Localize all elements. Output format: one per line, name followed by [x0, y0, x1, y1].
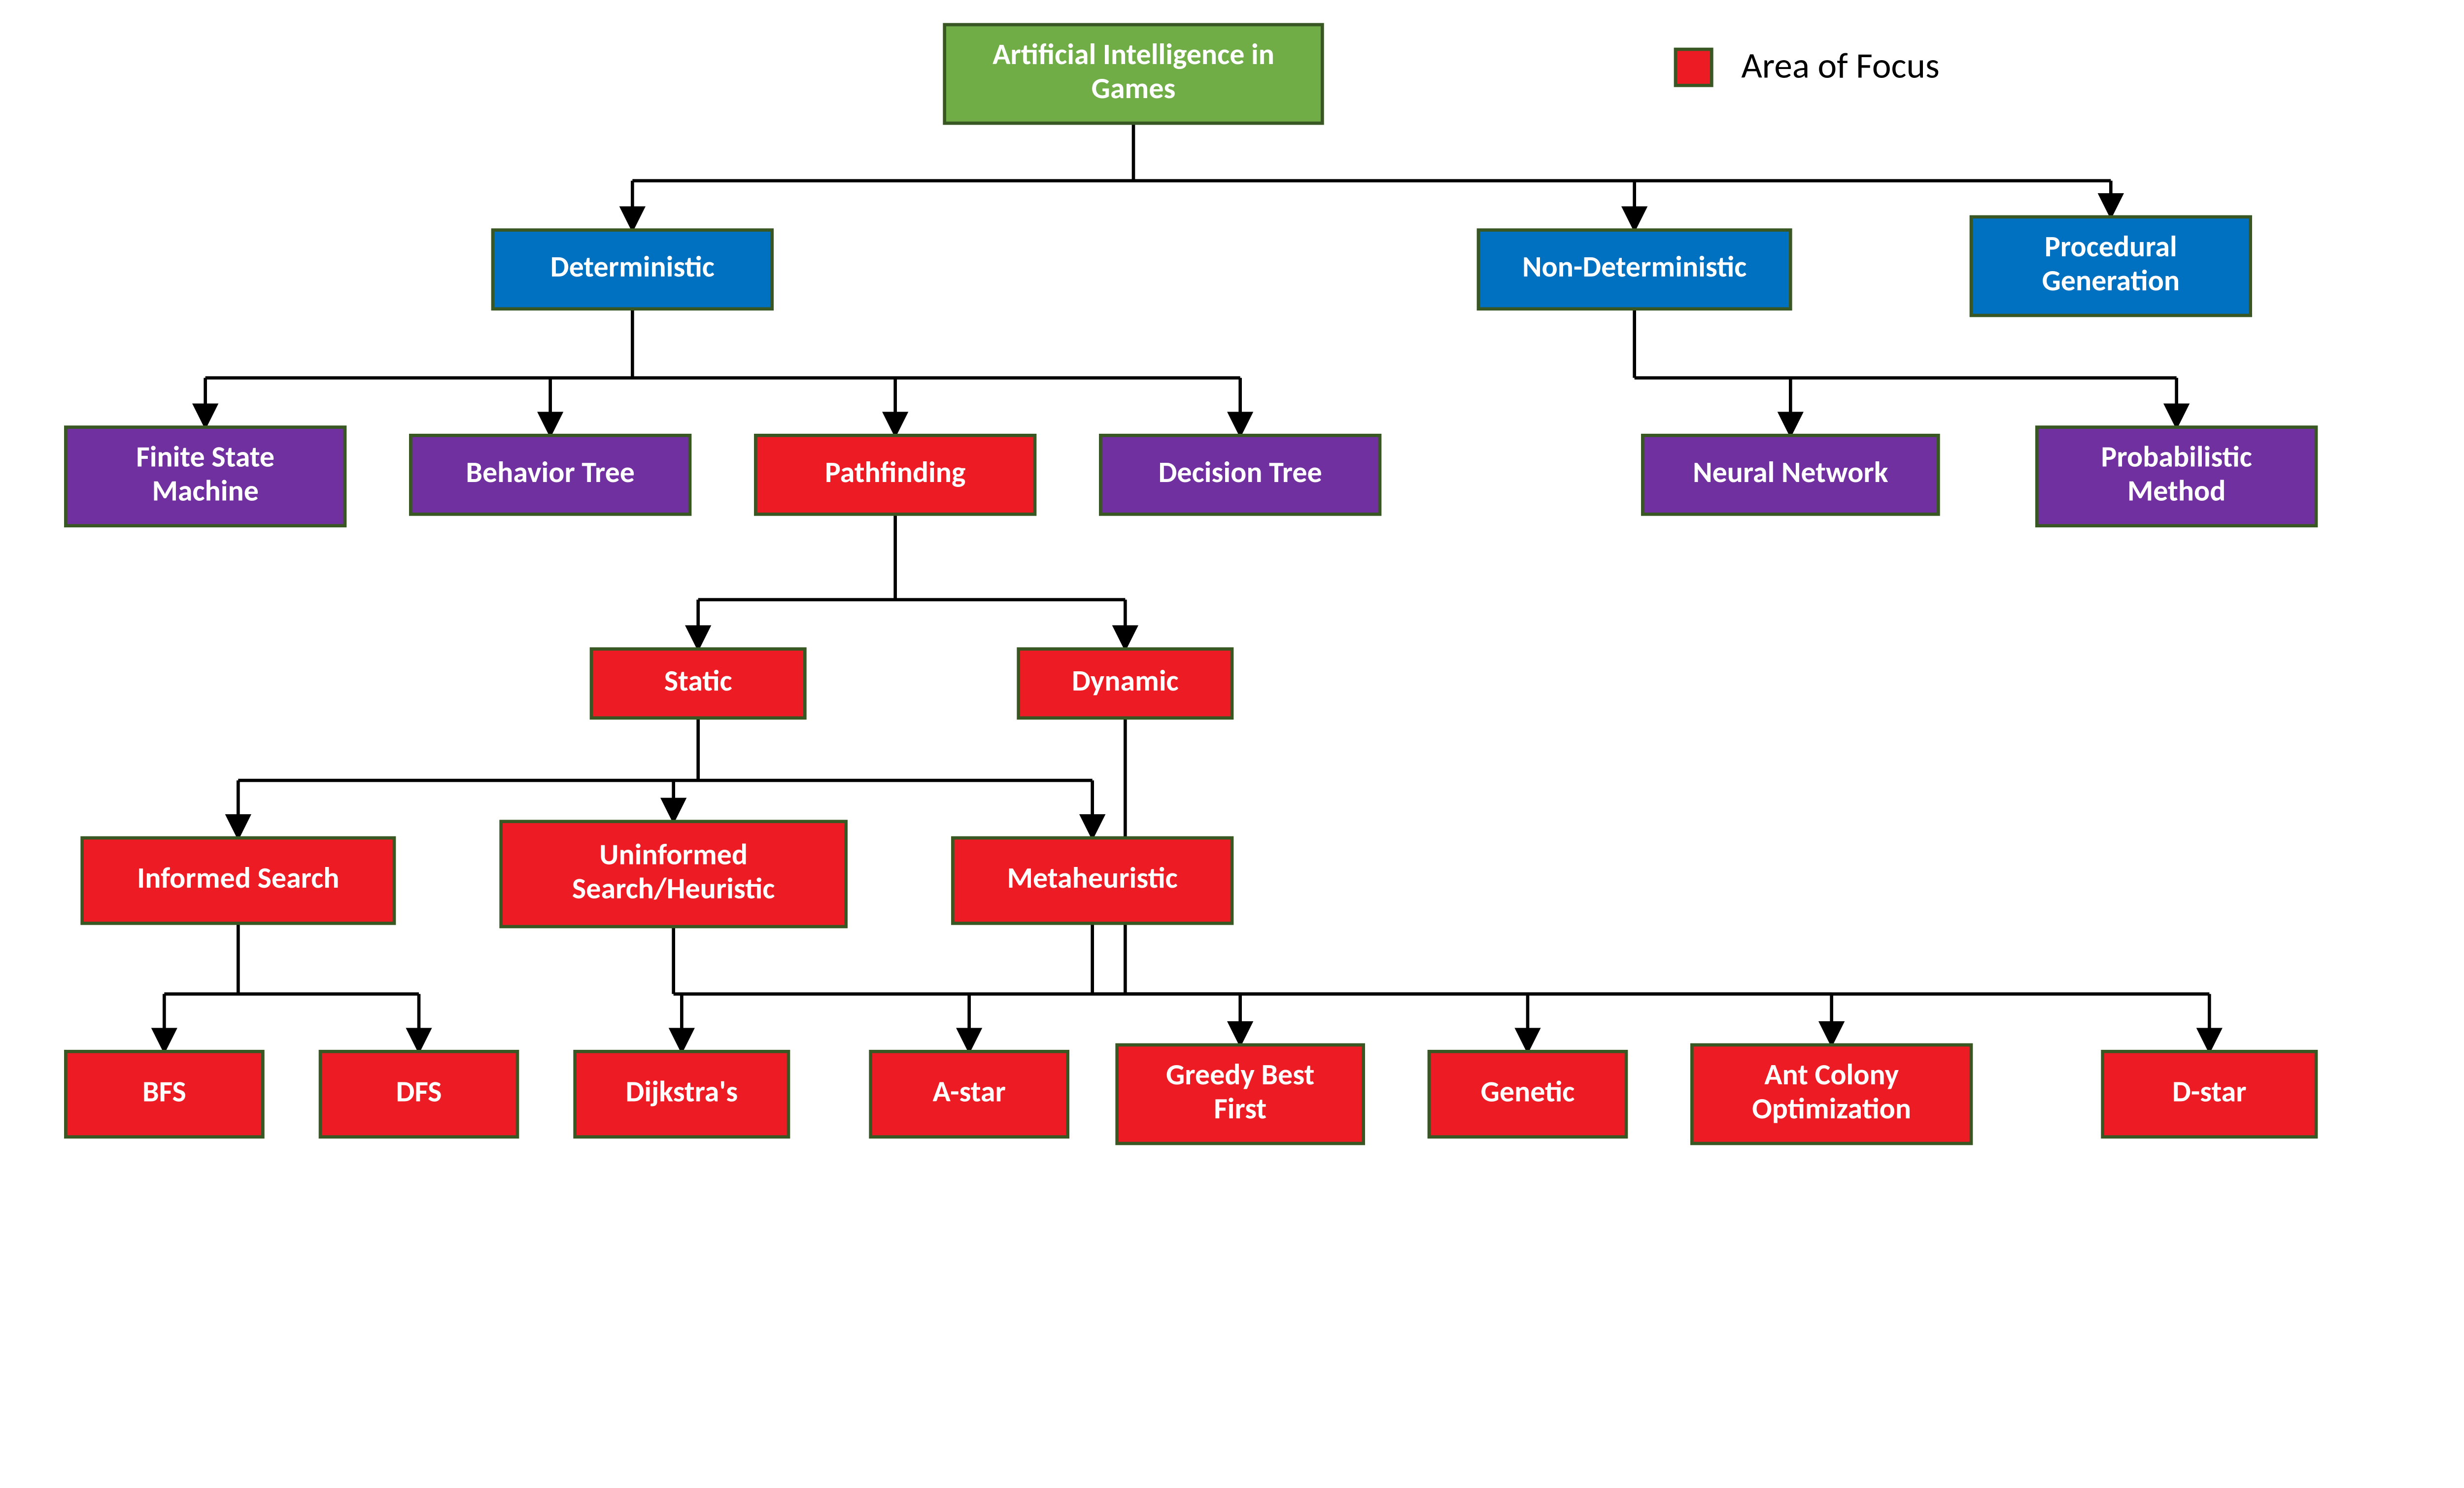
node-dtree: Decision Tree — [1100, 435, 1380, 514]
node-prob: ProbabilisticMethod — [2037, 427, 2316, 526]
node-label: Genetic — [1481, 1074, 1575, 1110]
node-label: A-star — [932, 1074, 1005, 1110]
ai-games-tree-diagram: Artificial Intelligence inGames Determini… — [0, 0, 2464, 1315]
node-label: Decision Tree — [1159, 454, 1322, 490]
node-label: DFS — [396, 1074, 442, 1110]
node-label: Search/Heuristic — [572, 870, 775, 906]
node-dstar: D-star — [2103, 1051, 2316, 1137]
node-label: Optimization — [1752, 1091, 1911, 1127]
node-label: Dynamic — [1072, 663, 1179, 699]
node-fsm: Finite StateMachine — [66, 427, 345, 526]
node-label: Probabilistic — [2101, 439, 2252, 475]
legend: Area of Focus — [1676, 43, 1940, 88]
node-label: Informed Search — [137, 860, 339, 896]
node-label: Finite State — [136, 439, 274, 475]
node-label: Method — [2127, 473, 2226, 509]
node-nn: Neural Network — [1643, 435, 1938, 514]
node-informed: Informed Search — [82, 838, 394, 923]
node-det: Deterministic — [493, 230, 772, 309]
nodes-layer: Artificial Intelligence inGames Determini… — [66, 25, 2316, 1143]
legend-swatch-icon — [1676, 49, 1711, 85]
node-label: BFS — [142, 1074, 186, 1110]
node-label: D-star — [2172, 1074, 2247, 1110]
node-path: Pathfinding — [755, 435, 1035, 514]
node-label: Greedy Best — [1166, 1057, 1314, 1093]
node-label: Procedural — [2045, 229, 2177, 265]
node-procgen: ProceduralGeneration — [1971, 217, 2251, 315]
node-uninformed: UninformedSearch/Heuristic — [501, 822, 846, 927]
node-label: Pathfinding — [825, 454, 965, 490]
node-label: Behavior Tree — [466, 454, 635, 490]
node-label: Artificial Intelligence in — [992, 36, 1274, 72]
node-label: Neural Network — [1693, 454, 1888, 490]
node-label: Ant Colony — [1764, 1057, 1899, 1093]
node-label: Generation — [2042, 263, 2180, 299]
node-genetic: Genetic — [1429, 1051, 1626, 1137]
legend-label: Area of Focus — [1741, 43, 1939, 88]
node-label: Non-Deterministic — [1522, 249, 1746, 285]
node-dijk: Dijkstra's — [575, 1051, 788, 1137]
node-label: Machine — [152, 473, 258, 509]
node-dfs: DFS — [320, 1051, 517, 1137]
node-label: Uninformed — [599, 836, 748, 872]
node-label: Deterministic — [550, 249, 715, 285]
node-nondet: Non-Deterministic — [1478, 230, 1790, 309]
node-bfs: BFS — [66, 1051, 263, 1137]
node-dynamic: Dynamic — [1019, 649, 1232, 718]
node-btree: Behavior Tree — [411, 435, 690, 514]
node-greedy: Greedy BestFirst — [1117, 1045, 1364, 1143]
node-label: Dijkstra's — [625, 1074, 738, 1110]
node-astar: A-star — [871, 1051, 1068, 1137]
node-label: Games — [1092, 70, 1176, 106]
node-label: First — [1214, 1091, 1266, 1127]
node-label: Metaheuristic — [1007, 860, 1178, 896]
node-root: Artificial Intelligence inGames — [945, 25, 1323, 123]
node-label: Static — [664, 663, 732, 699]
node-aco: Ant ColonyOptimization — [1692, 1045, 1971, 1143]
node-meta: Metaheuristic — [953, 838, 1232, 923]
node-static: Static — [591, 649, 805, 718]
